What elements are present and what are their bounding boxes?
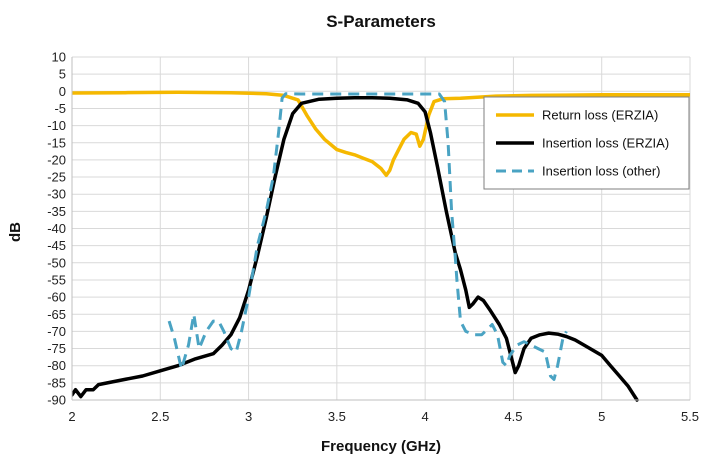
x-tick-label: 5: [598, 409, 605, 424]
y-tick-label: -70: [47, 324, 66, 339]
x-tick-label: 2.5: [151, 409, 169, 424]
y-tick-label: -65: [47, 307, 66, 322]
x-tick-label: 5.5: [681, 409, 699, 424]
y-tick-label: -5: [54, 101, 66, 116]
y-tick-label: -90: [47, 393, 66, 408]
x-tick-label: 4.5: [504, 409, 522, 424]
y-tick-label: -40: [47, 221, 66, 236]
y-tick-label: -15: [47, 135, 66, 150]
legend-label: Insertion loss (ERZIA): [542, 136, 669, 151]
series-line-3: [167, 92, 568, 381]
legend-label: Insertion loss (other): [542, 164, 661, 179]
y-tick-label: -35: [47, 204, 66, 219]
legend: Return loss (ERZIA) Insertion loss (ERZIA…: [483, 96, 690, 190]
x-axis-title: Frequency (GHz): [321, 438, 441, 455]
legend-label: Return loss (ERZIA): [542, 108, 658, 123]
grid: [71, 56, 691, 401]
x-tick-label: 4: [422, 409, 429, 424]
y-tick-label: 0: [59, 84, 66, 99]
y-tick-label: -50: [47, 255, 66, 270]
chart-title: S-Parameters: [326, 12, 436, 31]
series-layer: [72, 90, 690, 402]
y-tick-label: 5: [59, 67, 66, 82]
y-tick-label: -25: [47, 170, 66, 185]
y-tick-label: -10: [47, 118, 66, 133]
tick-labels: 10 5 0 -5 -10 -15 -20 -25 -30 -35 -40 -45 -50 -55 -60 -…: [47, 50, 699, 425]
y-tick-label: 10: [52, 50, 66, 65]
x-tick-label: 2: [68, 409, 75, 424]
y-tick-label: -60: [47, 290, 66, 305]
y-tick-label: -30: [47, 187, 66, 202]
y-tick-label: -85: [47, 375, 66, 390]
y-tick-label: -55: [47, 272, 66, 287]
y-tick-label: -75: [47, 341, 66, 356]
series-line-2: [72, 96, 639, 402]
axes: [71, 57, 690, 401]
y-tick-label: -80: [47, 358, 66, 373]
series-line-1: [72, 90, 690, 178]
x-tick-label: 3: [245, 409, 252, 424]
y-tick-label: -45: [47, 238, 66, 253]
y-tick-label: -20: [47, 152, 66, 167]
y-axis-title: dB: [7, 222, 24, 242]
x-tick-label: 3.5: [328, 409, 346, 424]
